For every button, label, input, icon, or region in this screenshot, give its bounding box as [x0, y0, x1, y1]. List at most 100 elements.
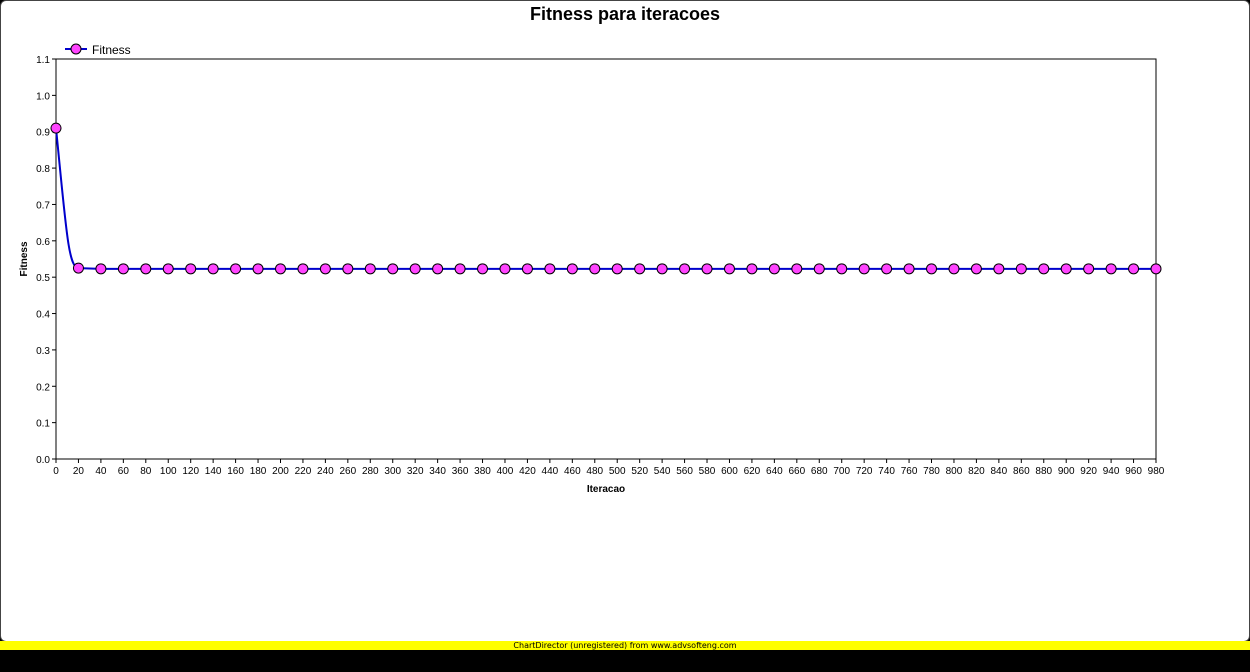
data-point [656, 263, 668, 275]
legend: Fitness [65, 43, 131, 57]
data-point [1128, 263, 1140, 275]
y-axis: 0.0 0.1 0.2 0.3 0.4 0.5 0.6 0.7 0.8 0.9 1.0 1.1 [36, 55, 56, 466]
data-point [993, 263, 1005, 275]
data-point [746, 263, 758, 275]
data-point [1015, 263, 1027, 275]
bottom-bar [0, 650, 1250, 672]
data-point [544, 263, 556, 275]
x-tick-label: 120 [182, 466, 199, 477]
x-tick-label: 360 [452, 466, 469, 477]
data-point [723, 263, 735, 275]
data-point [230, 263, 242, 275]
x-tick-label: 520 [631, 466, 648, 477]
data-point [1150, 263, 1162, 275]
x-tick-label: 500 [609, 466, 626, 477]
x-tick-label: 100 [160, 466, 177, 477]
data-point [858, 263, 870, 275]
x-tick-label: 600 [721, 466, 738, 477]
x-tick-label: 440 [542, 466, 559, 477]
x-tick-label: 760 [901, 466, 918, 477]
x-tick-label: 260 [339, 466, 356, 477]
data-point [409, 263, 421, 275]
data-point [903, 263, 915, 275]
data-point [1060, 263, 1072, 275]
x-tick-label: 580 [699, 466, 716, 477]
data-point [1105, 263, 1117, 275]
y-tick-label: 1.1 [36, 55, 50, 66]
data-point [95, 263, 107, 275]
x-tick-label: 640 [766, 466, 783, 477]
legend-label: Fitness [92, 43, 131, 57]
y-tick-label: 0.5 [36, 273, 50, 284]
y-tick-label: 1.0 [36, 91, 50, 102]
chart-frame: Fitness para iteracoes Fitness 0.0 0.1 0.2… [0, 0, 1250, 642]
data-point [499, 263, 511, 275]
x-tick-label: 0 [53, 466, 59, 477]
data-point [477, 263, 489, 275]
x-tick-label: 920 [1080, 466, 1097, 477]
data-point [162, 263, 174, 275]
x-axis: 0 20 40 60 80 100 120 140 160 180 200 220 240 260 280 3… [53, 459, 1165, 477]
data-point [185, 263, 197, 275]
y-tick-label: 0.2 [36, 382, 50, 393]
x-tick-label: 800 [946, 466, 963, 477]
x-tick-label: 700 [833, 466, 850, 477]
data-point [589, 263, 601, 275]
x-tick-label: 560 [676, 466, 693, 477]
data-point [566, 263, 578, 275]
x-tick-label: 300 [384, 466, 401, 477]
x-tick-label: 140 [205, 466, 222, 477]
data-point [611, 263, 623, 275]
data-point [791, 263, 803, 275]
x-tick-label: 540 [654, 466, 671, 477]
y-tick-label: 0.1 [36, 419, 50, 430]
x-tick-label: 400 [497, 466, 514, 477]
x-tick-label: 160 [227, 466, 244, 477]
x-tick-label: 940 [1103, 466, 1120, 477]
line-chart: Fitness para iteracoes Fitness 0.0 0.1 0.2… [19, 4, 1165, 495]
y-tick-label: 0.3 [36, 346, 50, 357]
data-point [926, 263, 938, 275]
x-tick-label: 960 [1125, 466, 1142, 477]
x-tick-label: 240 [317, 466, 334, 477]
x-axis-label: Iteracao [587, 484, 625, 495]
x-tick-label: 900 [1058, 466, 1075, 477]
data-point [140, 263, 152, 275]
plot-area [55, 58, 1157, 460]
data-point [364, 263, 376, 275]
data-point [679, 263, 691, 275]
y-tick-label: 0.6 [36, 237, 50, 248]
x-tick-label: 660 [788, 466, 805, 477]
x-tick-label: 60 [118, 466, 130, 477]
data-point [319, 263, 331, 275]
data-point [634, 263, 646, 275]
data-point [342, 263, 354, 275]
y-tick-label: 0.8 [36, 164, 50, 175]
x-tick-label: 420 [519, 466, 536, 477]
data-point [948, 263, 960, 275]
x-tick-label: 320 [407, 466, 424, 477]
x-tick-label: 680 [811, 466, 828, 477]
x-tick-label: 220 [295, 466, 312, 477]
data-point [117, 263, 129, 275]
x-tick-label: 820 [968, 466, 985, 477]
data-point [50, 122, 62, 134]
data-point [72, 262, 84, 274]
x-tick-label: 880 [1035, 466, 1052, 477]
series-line-fitness [55, 127, 1156, 270]
x-tick-label: 20 [73, 466, 85, 477]
data-point [252, 263, 264, 275]
legend-marker-swatch [70, 43, 82, 55]
x-tick-label: 40 [95, 466, 107, 477]
data-point [274, 263, 286, 275]
data-point [454, 263, 466, 275]
data-point [207, 263, 219, 275]
x-tick-label: 720 [856, 466, 873, 477]
y-tick-label: 0.4 [36, 310, 50, 321]
data-point [881, 263, 893, 275]
data-point [813, 263, 825, 275]
data-point [768, 263, 780, 275]
series-markers [50, 122, 1162, 275]
data-point [1083, 263, 1095, 275]
watermark-banner: ChartDirector (unregistered) from www.ad… [0, 641, 1250, 650]
